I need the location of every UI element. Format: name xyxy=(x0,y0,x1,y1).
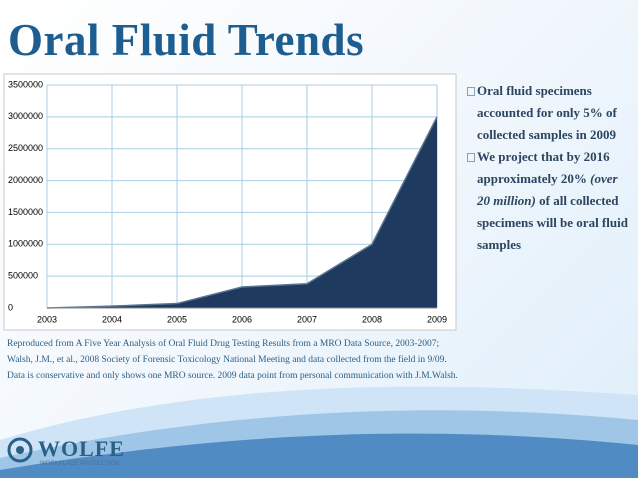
bullet: Oral fluid specimens accounted for only … xyxy=(467,80,632,146)
bullet: We project that by 2016 approximately 20… xyxy=(467,146,632,256)
chart: 0 500000 1000000 1500000 2000000 2500000 30000… xyxy=(8,79,447,324)
x-tick-label: 2009 xyxy=(427,314,447,324)
logo-text: WOLFE xyxy=(38,436,125,461)
x-tick-label: 2007 xyxy=(297,314,317,324)
y-tick-label: 1500000 xyxy=(8,207,43,217)
x-tick-label: 2003 xyxy=(37,314,57,324)
y-tick-label: 3000000 xyxy=(8,111,43,121)
slide-title: Oral Fluid Trends xyxy=(8,15,365,65)
x-tick-label: 2008 xyxy=(362,314,382,324)
x-tick-label: 2004 xyxy=(102,314,122,324)
note: Reproduced from A Five Year Analysis of … xyxy=(7,339,440,349)
x-tick-label: 2006 xyxy=(232,314,252,324)
note: Walsh, J.M., et al., 2008 Society of For… xyxy=(7,355,447,365)
y-tick-label: 3500000 xyxy=(8,79,43,89)
y-tick-label: 1000000 xyxy=(8,239,43,249)
bullet-text: Oral fluid specimens accounted for only … xyxy=(477,83,617,142)
source-notes: Reproduced from A Five Year Analysis of … xyxy=(7,336,458,384)
area xyxy=(47,116,437,308)
bullet-text: of all collected specimens will be oral … xyxy=(477,193,628,252)
wave xyxy=(0,433,638,478)
bullet-list: Oral fluid specimens accounted for only … xyxy=(467,80,632,256)
y-tick-label: 2500000 xyxy=(8,143,43,153)
bullet-text: (over 20 million) xyxy=(477,171,618,208)
logo-mark xyxy=(7,437,33,463)
x-tick-label: 2005 xyxy=(167,314,187,324)
area-edge xyxy=(46,116,438,309)
y-tick-label: 0 xyxy=(8,302,13,312)
bullet-text: We project that by 2016 approximately 20… xyxy=(477,149,610,186)
y-tick-label: 500000 xyxy=(8,271,38,281)
y-tick-label: 2000000 xyxy=(8,175,43,185)
logo-tagline: WORKPLACE PROTECTION xyxy=(40,461,120,467)
note: Data is conservative and only shows one … xyxy=(7,371,458,381)
